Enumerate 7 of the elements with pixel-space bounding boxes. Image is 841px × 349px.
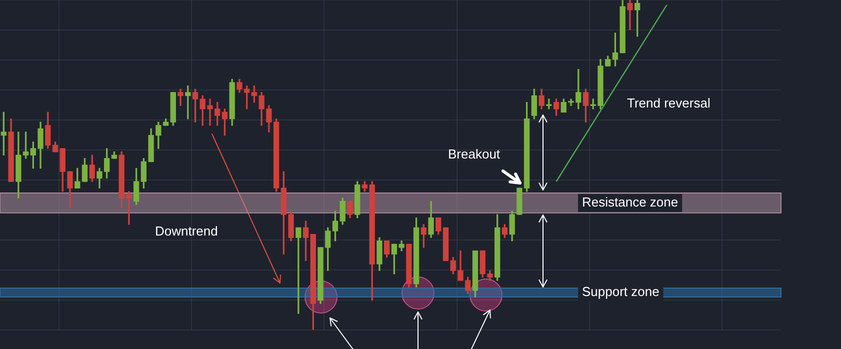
annotation: Breakout (448, 146, 500, 162)
candlestick (627, 0, 633, 30)
band-label: Resistance zone (582, 194, 678, 210)
annotation: Downtrend (155, 224, 218, 239)
band-label: Support zone (582, 284, 660, 300)
candlestick (178, 88, 184, 106)
annotation: Trend reversal (627, 96, 710, 111)
